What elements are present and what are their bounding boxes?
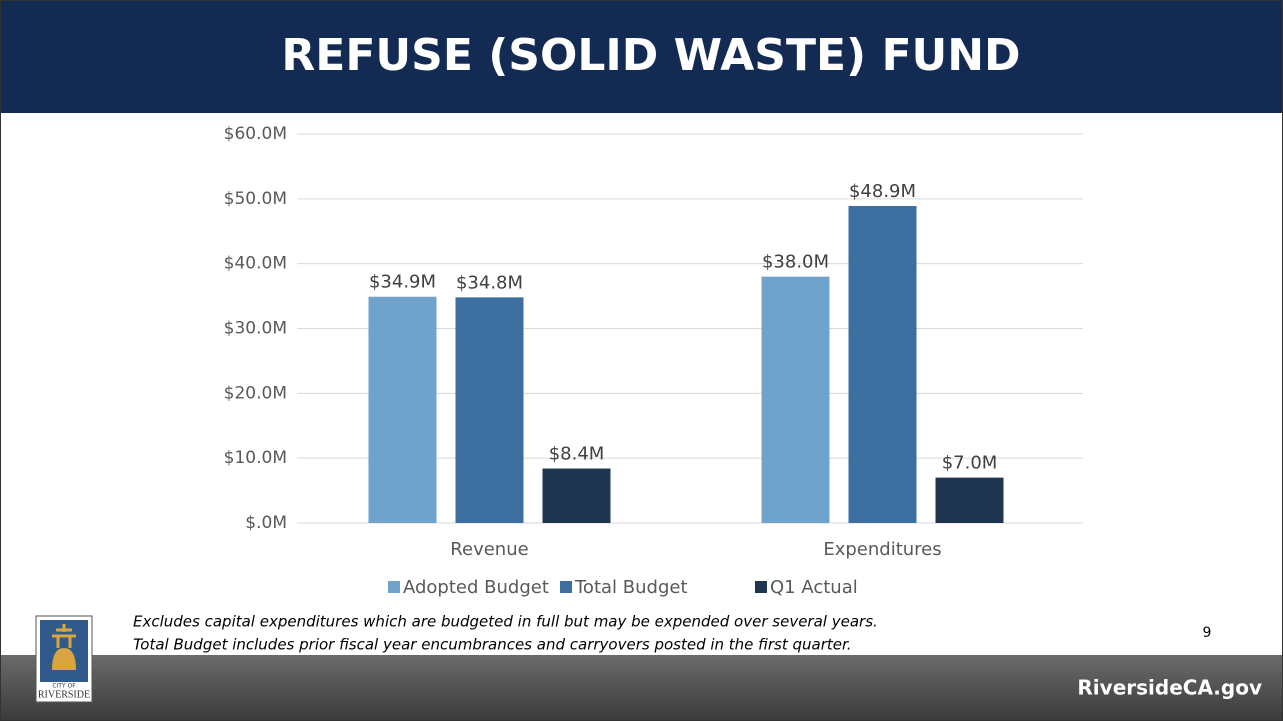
y-tick-label: $30.0M: [224, 319, 287, 339]
header-band: [0, 0, 1283, 113]
legend-swatch: [388, 581, 400, 593]
bar: [848, 205, 917, 523]
y-tick-label: $50.0M: [224, 189, 287, 209]
page-number: 9: [1203, 625, 1212, 641]
y-tick-label: $.0M: [245, 513, 287, 533]
y-tick-label: $20.0M: [224, 383, 287, 403]
legend-label: Q1 Actual: [770, 577, 858, 598]
y-tick-label: $10.0M: [224, 448, 287, 468]
value-label: $8.4M: [549, 444, 605, 465]
y-tick-label: $60.0M: [224, 124, 287, 144]
chart-title: REFUSE (SOLID WASTE) FUND: [281, 30, 1020, 81]
city-logo: CITY OF RIVERSIDE: [35, 615, 93, 703]
bar: [935, 477, 1004, 523]
legend-swatch: [755, 581, 767, 593]
footnote: Excludes capital expenditures which are …: [133, 613, 878, 631]
legend-label: Adopted Budget: [403, 577, 549, 598]
value-label: $7.0M: [942, 453, 998, 474]
x-tick-label: Expenditures: [823, 539, 941, 560]
value-label: $48.9M: [849, 181, 916, 202]
legend-label: Total Budget: [574, 577, 688, 598]
footer-url: RiversideCA.gov: [1077, 676, 1262, 700]
value-label: $34.8M: [456, 272, 523, 293]
value-label: $38.0M: [762, 252, 829, 273]
logo-name: RIVERSIDE: [38, 689, 90, 700]
bar: [455, 297, 524, 523]
legend-swatch: [560, 581, 572, 593]
bar: [542, 468, 611, 523]
footer-band: [0, 655, 1283, 721]
x-tick-label: Revenue: [450, 539, 528, 560]
bar: [761, 276, 830, 523]
bar: [368, 296, 437, 523]
logo-small: CITY OF: [52, 683, 76, 690]
value-label: $34.9M: [369, 272, 436, 293]
footnote: Total Budget includes prior fiscal year …: [133, 636, 852, 654]
y-tick-label: $40.0M: [224, 254, 287, 274]
